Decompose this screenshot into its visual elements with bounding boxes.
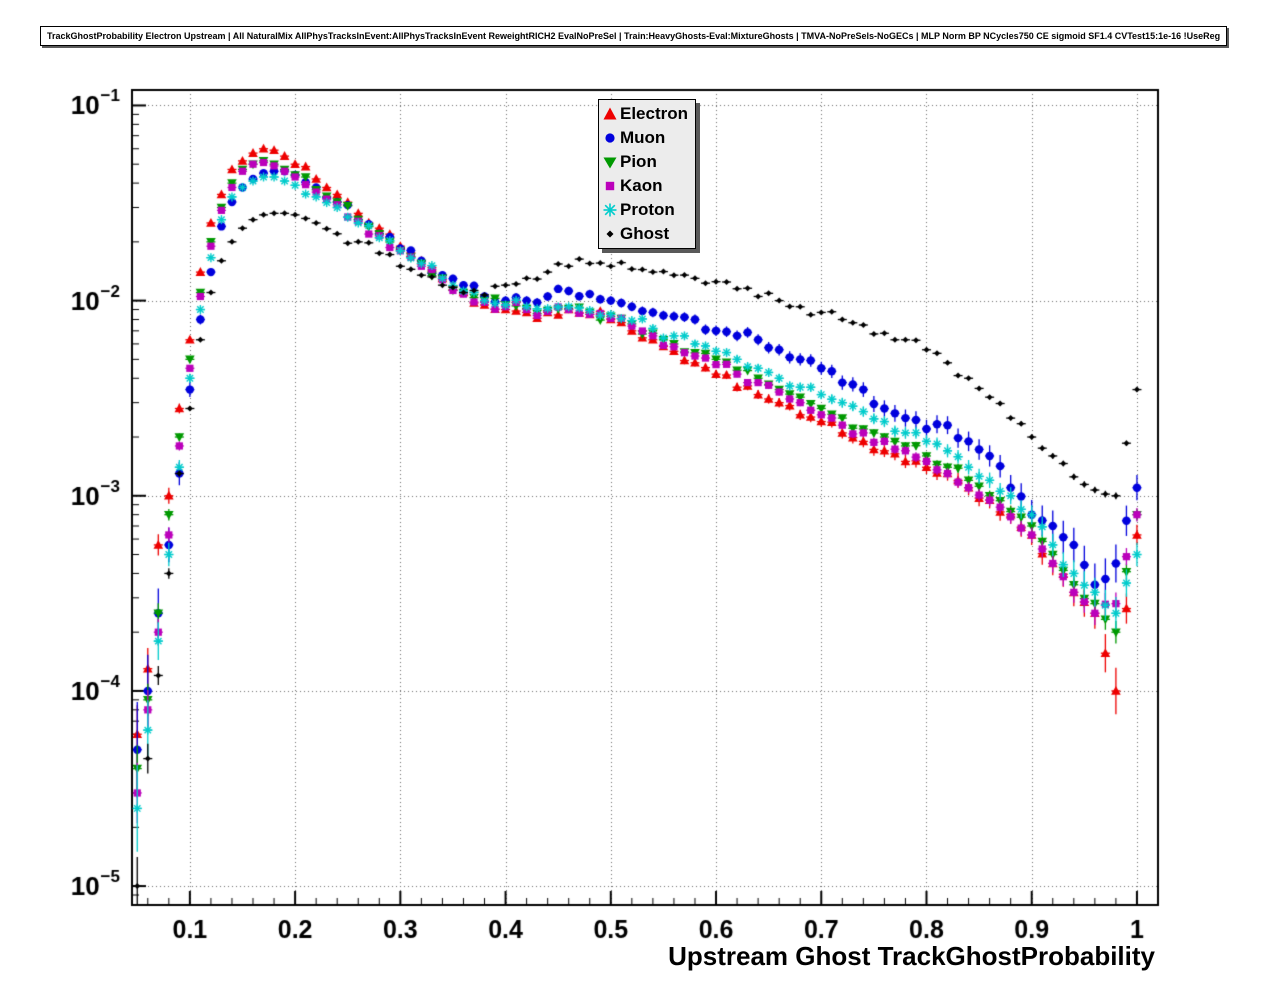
legend-item-muon: Muon xyxy=(599,126,695,150)
legend-item-proton: Proton xyxy=(599,198,695,222)
legend-label: Ghost xyxy=(620,224,670,243)
legend-item-electron: Electron xyxy=(599,102,695,126)
diamond-marker-icon xyxy=(599,225,620,243)
circle-marker-icon xyxy=(599,129,620,147)
legend: Electron Muon Pion Kaon Proton Ghost xyxy=(598,99,696,249)
legend-label: Electron xyxy=(620,104,689,123)
plot-title: TrackGhostProbability Electron Upstream … xyxy=(40,26,1228,46)
legend-label: Muon xyxy=(620,128,666,147)
star-marker-icon xyxy=(599,201,620,219)
legend-item-ghost: Ghost xyxy=(599,222,695,246)
legend-item-pion: Pion xyxy=(599,150,695,174)
triangle-up-marker-icon xyxy=(599,105,620,123)
square-marker-icon xyxy=(599,177,620,195)
triangle-down-marker-icon xyxy=(599,153,620,171)
legend-item-kaon: Kaon xyxy=(599,174,695,198)
plot-title-text: TrackGhostProbability Electron Upstream … xyxy=(47,31,1221,41)
legend-label: Kaon xyxy=(620,176,663,195)
legend-label: Pion xyxy=(620,152,657,171)
legend-label: Proton xyxy=(620,200,675,219)
x-axis-title: Upstream Ghost TrackGhostProbability xyxy=(668,941,1155,971)
